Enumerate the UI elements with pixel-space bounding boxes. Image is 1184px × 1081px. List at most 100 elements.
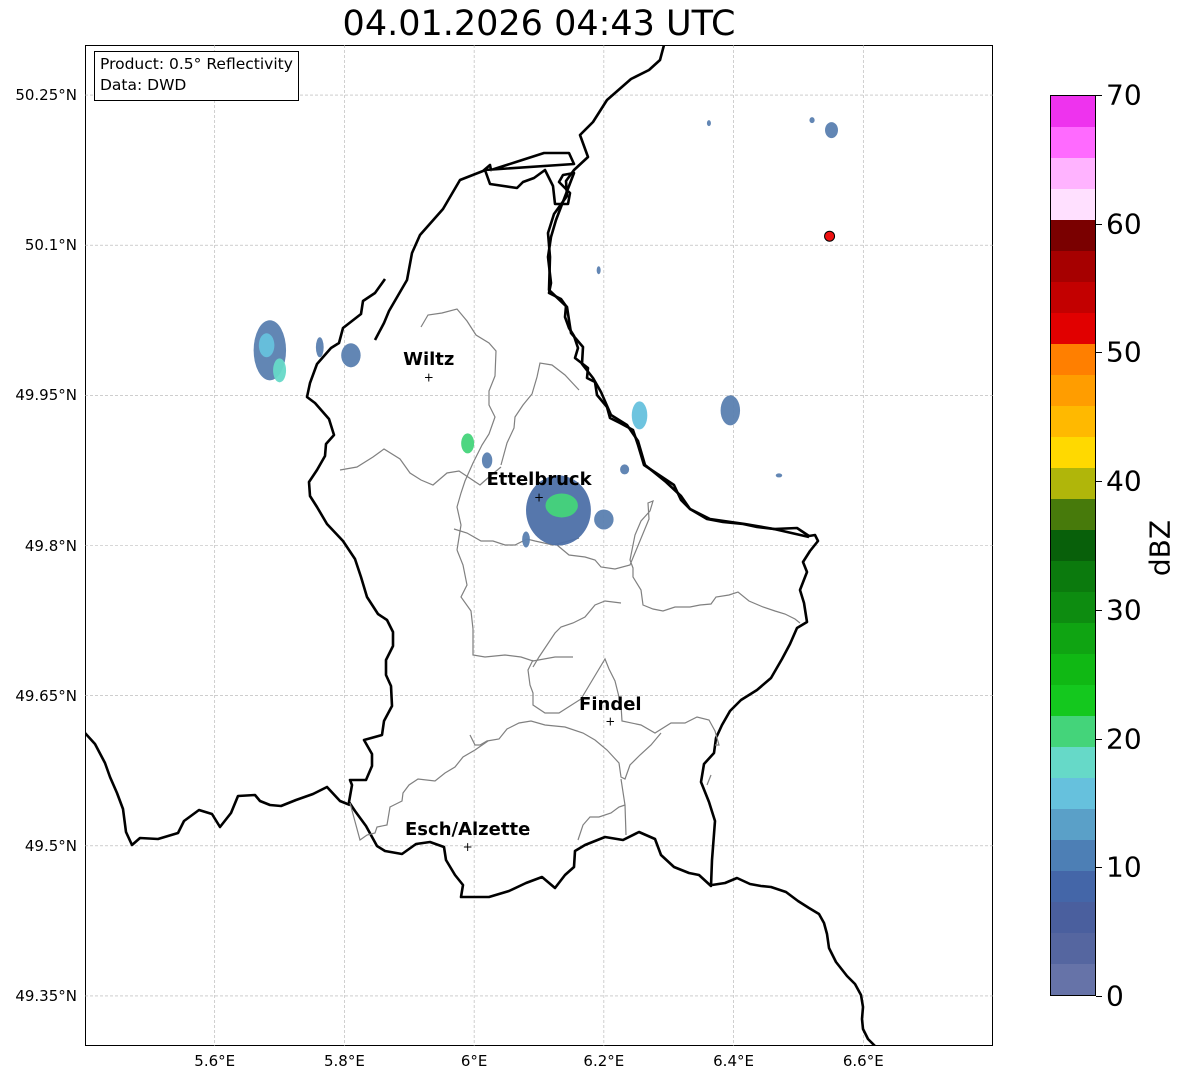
colorbar-tick-label: 50 [1106, 335, 1142, 369]
city-marker[interactable]: + [534, 490, 544, 504]
colorbar-segment [1051, 623, 1095, 654]
colorbar-segment [1051, 220, 1095, 251]
lon-tick-label: 6°E [460, 1052, 488, 1070]
radar-echo-cell [825, 122, 838, 139]
colorbar-segment [1051, 406, 1095, 437]
colorbar-segment [1051, 468, 1095, 499]
lon-tick-label: 5.8°E [324, 1052, 365, 1070]
colorbar-segment [1051, 251, 1095, 282]
map-canvas[interactable]: + + + + [85, 45, 993, 1046]
lat-tick-label: 49.35°N [15, 986, 77, 1005]
colorbar-segment [1051, 685, 1095, 716]
radar-echo-cell [596, 266, 601, 275]
colorbar-segment [1051, 282, 1095, 313]
colorbar-segment [1051, 747, 1095, 778]
lon-tick-label: 5.6°E [194, 1052, 236, 1070]
country-borders [85, 45, 876, 1046]
radar-echo-cell [273, 358, 287, 383]
colorbar-segment [1051, 964, 1095, 995]
radar-echoes [253, 117, 838, 548]
lat-tick-label: 49.8°N [24, 536, 77, 555]
colorbar-label: dBZ [1143, 519, 1177, 577]
radar-echo-cell [809, 117, 815, 124]
radar-echo-cell [631, 401, 648, 430]
colorbar-tick [1096, 867, 1102, 869]
lorraine-border [85, 732, 351, 847]
lat-tick-label: 50.25°N [15, 86, 77, 105]
radar-echo-cell [341, 343, 361, 368]
colorbar-tick [1096, 352, 1102, 354]
germany-border [546, 45, 810, 539]
colorbar-tick-label: 40 [1106, 464, 1142, 498]
colorbar-segment [1051, 840, 1095, 871]
colorbar-tick-label: 70 [1106, 78, 1142, 112]
colorbar-tick [1096, 95, 1102, 96]
lon-tick-label: 6.4°E [713, 1052, 754, 1070]
lat-tick-label: 49.95°N [15, 386, 77, 405]
city-label: Findel [579, 693, 642, 715]
colorbar-segment [1051, 902, 1095, 933]
radar-echo-cell [258, 333, 275, 358]
radar-echo-cell [775, 473, 783, 478]
product-label: Product: 0.5° Reflectivity [100, 55, 293, 73]
city-marker[interactable]: + [605, 715, 615, 729]
radar-echo-cell [706, 120, 711, 127]
radar-echo-cell [594, 509, 614, 530]
lon-tick-label: 6.2°E [583, 1052, 625, 1070]
southeast-border [711, 876, 876, 1046]
colorbar-segment [1051, 871, 1095, 902]
colorbar-segment [1051, 127, 1095, 158]
colorbar-tick-label: 30 [1106, 593, 1142, 627]
colorbar-segment [1051, 778, 1095, 809]
colorbar-segment [1051, 592, 1095, 623]
colorbar-tick [1096, 996, 1102, 997]
grid-lines [85, 45, 993, 1046]
colorbar-segment [1051, 313, 1095, 344]
city-marker[interactable]: + [424, 370, 434, 384]
colorbar-segment [1051, 654, 1095, 685]
colorbar-segment [1051, 561, 1095, 592]
lat-tick-label: 49.65°N [15, 686, 77, 705]
radar-echo-cell [720, 395, 741, 426]
canton-borders [339, 308, 801, 841]
colorbar-tick-label: 10 [1106, 850, 1142, 884]
colorbar-tick-label: 0 [1106, 979, 1124, 1013]
radar-site-marker[interactable] [824, 230, 836, 242]
colorbar-segment [1051, 716, 1095, 747]
radar-echo-cell [315, 337, 324, 358]
colorbar-tick [1096, 223, 1102, 225]
city-markers: + + + + [424, 370, 616, 853]
luxembourg-border [305, 151, 820, 899]
colorbar-tick [1096, 609, 1102, 611]
lat-tick-label: 49.5°N [24, 836, 77, 855]
lat-tick-label: 50.1°N [24, 236, 77, 255]
data-source-label: Data: DWD [100, 76, 187, 94]
colorbar-tick-label: 60 [1106, 207, 1142, 241]
colorbar-segment [1051, 809, 1095, 840]
colorbar-tick [1096, 738, 1102, 740]
colorbar-segment [1051, 933, 1095, 964]
city-label: Wiltz [403, 349, 455, 371]
colorbar-tick-label: 20 [1106, 722, 1142, 756]
radar-echo-cell [481, 452, 493, 469]
radar-echo-cell [545, 493, 578, 518]
city-marker[interactable]: + [463, 840, 473, 854]
colorbar-segment [1051, 344, 1095, 375]
city-label: Ettelbruck [486, 469, 592, 491]
colorbar-segment [1051, 96, 1095, 127]
colorbar-tick [1096, 481, 1102, 483]
colorbar-segment [1051, 158, 1095, 189]
colorbar-segment [1051, 375, 1095, 406]
product-info-box: Product: 0.5° Reflectivity Data: DWD [94, 51, 299, 101]
radar-echo-cell [461, 433, 475, 454]
colorbar-segment [1051, 530, 1095, 561]
radar-echo-cell [522, 531, 530, 548]
lon-tick-label: 6.6°E [842, 1052, 884, 1070]
city-label: Esch/Alzette [405, 818, 531, 840]
colorbar-segment [1051, 499, 1095, 530]
map-title: 04.01.2026 04:43 UTC [342, 4, 736, 44]
colorbar-segment [1051, 189, 1095, 220]
colorbar-segment [1051, 437, 1095, 468]
radar-echo-cell [620, 464, 630, 475]
colorbar [1050, 95, 1096, 996]
